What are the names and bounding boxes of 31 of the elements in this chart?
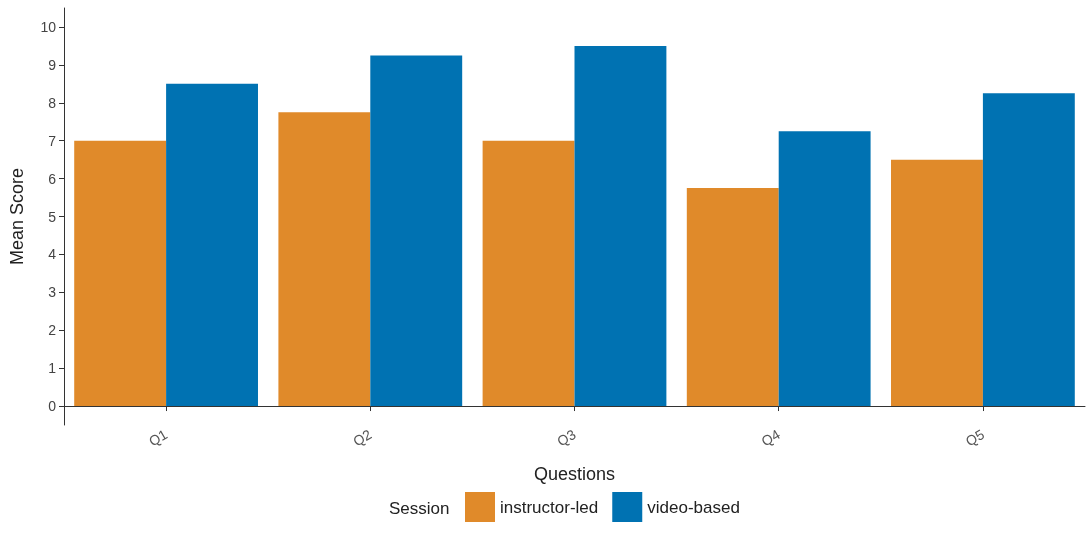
y-axis-title: Mean Score — [7, 167, 27, 266]
y-tick-label: 5 — [48, 208, 57, 225]
x-tick-label: Q3 — [554, 425, 579, 450]
bar — [74, 140, 167, 407]
bar — [166, 83, 258, 407]
x-tick-label: Q5 — [962, 425, 988, 450]
y-tick-label: 6 — [48, 170, 57, 187]
bar — [482, 140, 575, 407]
y-tick-label: 4 — [48, 246, 57, 263]
x-tick-label: Q1 — [145, 425, 171, 450]
bar — [982, 93, 1075, 407]
bar — [778, 131, 871, 407]
y-tick-label: 3 — [48, 284, 57, 301]
y-tick-label: 10 — [40, 18, 57, 35]
y-tick-label: 9 — [48, 56, 57, 73]
y-tick-label: 0 — [48, 398, 57, 415]
x-axis-title: Questions — [533, 464, 616, 484]
y-tick-label: 8 — [48, 94, 57, 111]
bar — [891, 159, 983, 407]
bar — [574, 45, 667, 407]
y-tick-label: 7 — [48, 132, 57, 149]
legend-title: Session — [389, 499, 450, 518]
y-tick-label: 1 — [48, 360, 57, 377]
x-tick-label: Q2 — [350, 425, 375, 450]
bar — [278, 112, 371, 407]
legend-label: instructor-led — [500, 497, 599, 517]
bar — [370, 55, 463, 407]
legend-label: video-based — [647, 497, 740, 517]
y-tick-label: 2 — [48, 322, 57, 339]
x-tick-label: Q4 — [758, 425, 783, 450]
bar — [686, 188, 779, 407]
